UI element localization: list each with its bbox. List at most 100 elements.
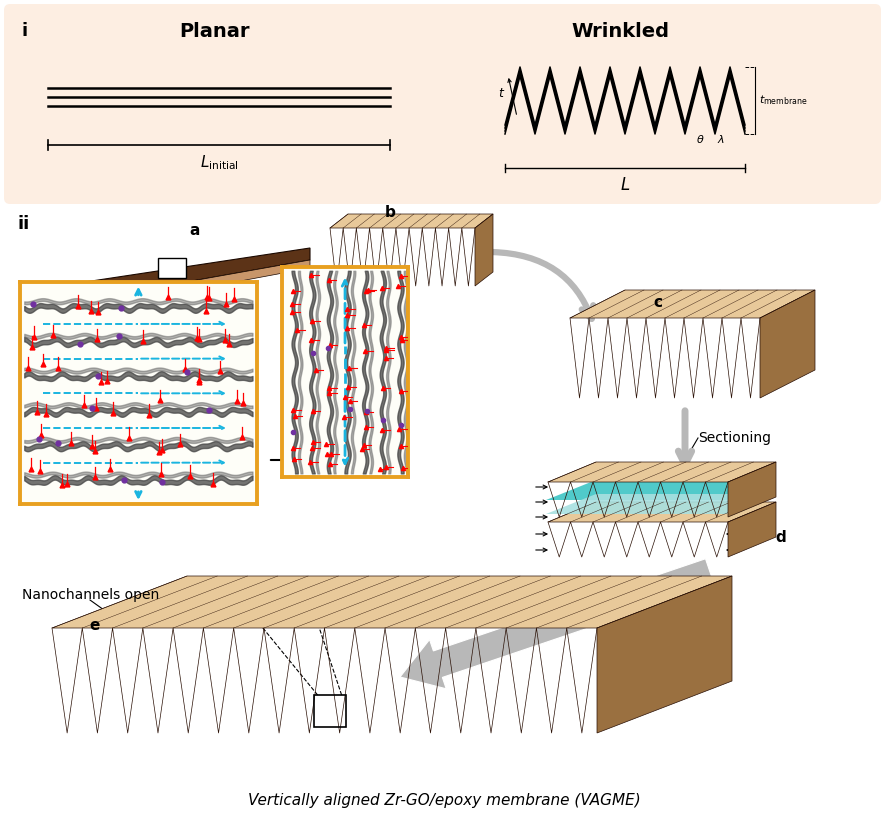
Polygon shape [203, 628, 218, 733]
Polygon shape [233, 628, 249, 733]
Polygon shape [626, 482, 637, 517]
Polygon shape [349, 228, 356, 286]
Polygon shape [445, 628, 460, 733]
Polygon shape [711, 318, 721, 398]
Polygon shape [408, 228, 416, 286]
Polygon shape [664, 318, 673, 398]
Polygon shape [740, 318, 750, 398]
Polygon shape [158, 628, 173, 733]
Polygon shape [188, 628, 203, 733]
Polygon shape [645, 318, 655, 398]
Polygon shape [462, 228, 468, 286]
Polygon shape [330, 214, 493, 228]
Polygon shape [416, 228, 422, 286]
Polygon shape [649, 482, 660, 517]
Polygon shape [85, 248, 309, 300]
Polygon shape [548, 522, 558, 557]
Polygon shape [279, 628, 294, 733]
Polygon shape [349, 228, 356, 286]
Polygon shape [711, 318, 721, 398]
Polygon shape [637, 522, 649, 557]
Polygon shape [448, 228, 455, 286]
Polygon shape [682, 522, 694, 557]
Polygon shape [173, 628, 188, 733]
Polygon shape [548, 482, 558, 517]
Polygon shape [731, 318, 740, 398]
Text: d: d [774, 530, 785, 544]
Polygon shape [626, 482, 637, 517]
Polygon shape [430, 628, 445, 733]
Polygon shape [395, 228, 402, 286]
Polygon shape [264, 628, 279, 733]
Polygon shape [694, 482, 704, 517]
Polygon shape [395, 228, 402, 286]
Polygon shape [400, 628, 415, 733]
Polygon shape [683, 318, 693, 398]
Polygon shape [445, 628, 460, 733]
Polygon shape [448, 228, 455, 286]
Polygon shape [460, 628, 476, 733]
Polygon shape [521, 628, 536, 733]
Polygon shape [67, 628, 82, 733]
Polygon shape [579, 318, 588, 398]
Polygon shape [551, 628, 566, 733]
Polygon shape [389, 228, 395, 286]
Polygon shape [475, 214, 493, 286]
Polygon shape [548, 502, 775, 522]
Polygon shape [402, 228, 408, 286]
Polygon shape [336, 228, 343, 286]
Polygon shape [173, 628, 188, 733]
Polygon shape [521, 628, 536, 733]
Text: L: L [619, 176, 629, 194]
Polygon shape [506, 628, 521, 733]
Polygon shape [441, 228, 448, 286]
Text: t: t [498, 86, 502, 100]
Polygon shape [721, 318, 731, 398]
Polygon shape [581, 522, 593, 557]
Polygon shape [704, 522, 716, 557]
Polygon shape [356, 228, 362, 286]
Polygon shape [588, 318, 598, 398]
Text: i: i [22, 22, 28, 40]
Polygon shape [716, 482, 727, 517]
Text: ii: ii [18, 215, 30, 233]
Polygon shape [671, 522, 682, 557]
Polygon shape [548, 482, 558, 517]
Polygon shape [596, 576, 731, 733]
Polygon shape [603, 482, 615, 517]
Polygon shape [356, 228, 362, 286]
Polygon shape [82, 628, 97, 733]
Bar [314, 695, 346, 727]
Polygon shape [382, 228, 389, 286]
Polygon shape [249, 628, 264, 733]
Polygon shape [97, 628, 113, 733]
Polygon shape [369, 228, 376, 286]
Polygon shape [664, 318, 673, 398]
Polygon shape [593, 522, 603, 557]
Polygon shape [615, 522, 626, 557]
Text: $t_{\mathrm{membrane}}$: $t_{\mathrm{membrane}}$ [758, 94, 806, 108]
Polygon shape [704, 482, 716, 517]
Polygon shape [558, 482, 570, 517]
Polygon shape [598, 318, 607, 398]
Polygon shape [343, 228, 349, 286]
Polygon shape [416, 228, 422, 286]
Polygon shape [660, 522, 671, 557]
Text: Vertically aligned Zr-GO/epoxy membrane (VAGME): Vertically aligned Zr-GO/epoxy membrane … [247, 793, 640, 808]
Polygon shape [52, 628, 67, 733]
Polygon shape [128, 628, 143, 733]
Polygon shape [309, 628, 324, 733]
Polygon shape [558, 522, 570, 557]
Polygon shape [143, 628, 158, 733]
Polygon shape [593, 522, 603, 557]
Polygon shape [143, 628, 158, 733]
Polygon shape [294, 628, 309, 733]
Polygon shape [566, 628, 581, 733]
Polygon shape [233, 628, 249, 733]
Polygon shape [52, 628, 67, 733]
Polygon shape [721, 318, 731, 398]
Polygon shape [400, 628, 415, 733]
Polygon shape [703, 318, 711, 398]
Polygon shape [158, 628, 173, 733]
Polygon shape [376, 228, 382, 286]
